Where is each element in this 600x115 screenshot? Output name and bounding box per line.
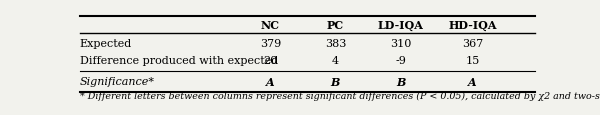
Text: 379: 379 (260, 39, 281, 48)
Text: B: B (331, 76, 340, 87)
Text: 310: 310 (390, 39, 411, 48)
Text: A: A (266, 76, 275, 87)
Text: 4: 4 (332, 56, 339, 66)
Text: * Different letters between columns represent significant differences (P < 0.05): * Different letters between columns repr… (80, 91, 600, 100)
Text: A: A (468, 76, 477, 87)
Text: PC: PC (327, 19, 344, 30)
Text: LD-IQA: LD-IQA (377, 19, 424, 30)
Text: 383: 383 (325, 39, 346, 48)
Text: 367: 367 (462, 39, 483, 48)
Text: HD-IQA: HD-IQA (448, 19, 497, 30)
Text: Significance*: Significance* (80, 77, 155, 86)
Text: 20: 20 (263, 56, 277, 66)
Text: NC: NC (261, 19, 280, 30)
Text: 15: 15 (466, 56, 480, 66)
Text: -9: -9 (395, 56, 406, 66)
Text: B: B (396, 76, 405, 87)
Text: Difference produced with expected: Difference produced with expected (80, 56, 278, 66)
Text: Expected: Expected (80, 39, 132, 48)
